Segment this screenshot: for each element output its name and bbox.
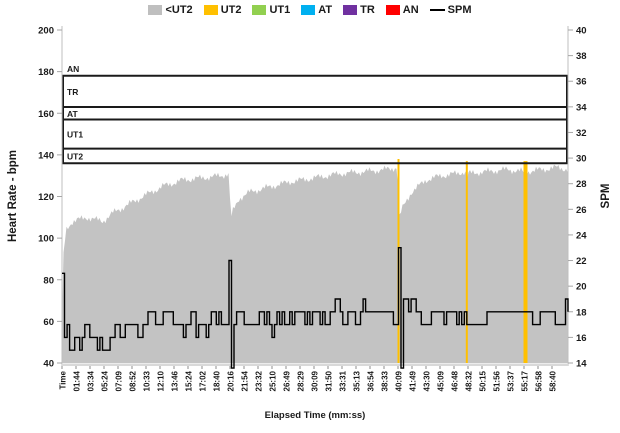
left-tick-label-160: 160: [38, 109, 54, 120]
x-tick-label-3: 05:24: [101, 370, 110, 391]
x-tick-label-17: 28:29: [297, 370, 306, 391]
x-tick-label-31: 51:56: [493, 370, 502, 391]
legend-color-swatch: [343, 5, 358, 15]
right-tick-label-18: 18: [576, 307, 587, 318]
right-tick-label-34: 34: [576, 102, 587, 113]
x-tick-label-29: 48:32: [465, 370, 474, 391]
x-tick-label-33: 55:17: [521, 370, 530, 391]
x-tick-label-6: 10:33: [143, 370, 152, 391]
x-tick-label-12: 20:16: [227, 370, 236, 391]
zone-label-AN: AN: [67, 64, 79, 74]
x-tick-label-25: 41:49: [409, 370, 418, 391]
right-tick-label-38: 38: [576, 51, 587, 62]
x-tick-label-34: 56:58: [535, 370, 544, 391]
right-tick-label-40: 40: [576, 26, 587, 37]
bottom-axis-line: [62, 363, 568, 366]
left-tick-label-100: 100: [38, 234, 54, 245]
legend-label: UT2: [220, 4, 242, 16]
x-tick-label-18: 30:09: [311, 370, 320, 391]
x-tick-label-24: 40:09: [395, 370, 404, 391]
x-tick-label-20: 33:31: [339, 370, 348, 391]
legend-label: AT: [318, 4, 333, 16]
legend-label: TR: [360, 4, 375, 16]
right-tick-label-22: 22: [576, 256, 587, 267]
right-tick-label-32: 32: [576, 128, 587, 139]
zone-label-UT2: UT2: [67, 151, 83, 161]
spm-line: [62, 247, 569, 369]
right-tick-label-20: 20: [576, 282, 587, 293]
legend-color-swatch: [385, 5, 400, 15]
x-tick-label-13: 21:54: [241, 370, 250, 391]
left-tick-label-80: 80: [43, 275, 54, 286]
x-tick-label-1: 01:44: [73, 370, 82, 391]
left-tick-label-200: 200: [38, 26, 54, 37]
x-tick-label-30: 50:15: [479, 370, 488, 391]
x-tick-label-2: 03:34: [87, 370, 96, 391]
x-tick-label-9: 15:24: [185, 370, 194, 391]
x-tick-label-26: 43:30: [423, 370, 432, 391]
right-tick-label-26: 26: [576, 205, 587, 216]
legend-label: UT1: [269, 4, 291, 16]
legend-item-AN: AN: [385, 4, 419, 16]
legend-item-lt-UT2: <UT2: [148, 4, 193, 16]
x-tick-label-8: 13:46: [171, 370, 180, 391]
legend-color-swatch: [301, 5, 316, 15]
x-tick-label-16: 26:49: [283, 370, 292, 391]
x-tick-label-14: 23:32: [255, 370, 264, 391]
legend-color-swatch: [252, 5, 267, 15]
x-tick-label-32: 53:37: [507, 370, 516, 391]
legend-item-AT: AT: [301, 4, 332, 16]
legend-item-UT2: UT2: [203, 4, 242, 16]
zone-label-AT: AT: [67, 109, 79, 119]
right-tick-label-28: 28: [576, 179, 587, 190]
x-tick-label-10: 17:02: [199, 370, 208, 391]
right-tick-label-36: 36: [576, 77, 587, 88]
x-axis-title: Elapsed Time (mm:ss): [264, 410, 366, 421]
x-tick-label-27: 45:09: [437, 370, 446, 391]
right-tick-label-30: 30: [576, 154, 587, 165]
x-tick-label-35: 58:40: [549, 370, 558, 391]
left-tick-label-40: 40: [43, 359, 54, 370]
zone-label-UT1: UT1: [67, 130, 83, 140]
legend-item-SPM: SPM: [429, 4, 472, 16]
x-tick-label-7: 12:10: [157, 370, 166, 391]
ut2-bar-55:20: [523, 161, 528, 363]
x-tick-label-11: 18:40: [213, 370, 222, 391]
x-tick-label-15: 25:10: [269, 370, 278, 391]
right-tick-label-16: 16: [576, 333, 587, 344]
x-tick-label-5: 08:52: [129, 370, 138, 391]
left-tick-label-140: 140: [38, 150, 54, 161]
x-tick-label-21: 35:13: [353, 370, 362, 391]
left-tick-label-60: 60: [43, 317, 54, 328]
legend-label: SPM: [447, 4, 472, 16]
legend-item-UT1: UT1: [252, 4, 290, 16]
x-tick-label-28: 46:48: [451, 370, 460, 391]
legend-label: <UT2: [165, 4, 193, 16]
ut2-bar-46:40: [465, 161, 468, 363]
legend: <UT2 UT2 UT1 AT TR AN SPM: [0, 4, 620, 16]
x-tick-label-19: 31:50: [325, 370, 334, 391]
legend-label: AN: [402, 4, 419, 16]
zone-label-TR: TR: [67, 87, 78, 97]
right-tick-label-14: 14: [576, 359, 587, 370]
legend-color-swatch: [203, 5, 218, 15]
x-tick-label-23: 38:33: [381, 370, 390, 391]
legend-item-TR: TR: [343, 4, 375, 16]
left-tick-label-120: 120: [38, 192, 54, 203]
x-tick-label-4: 07:09: [115, 370, 124, 391]
legend-line-marker: [429, 8, 445, 12]
legend-color-swatch: [148, 5, 163, 15]
x-tick-label-0: Time: [59, 370, 68, 389]
hr-area: [62, 164, 568, 363]
left-tick-label-180: 180: [38, 67, 54, 78]
right-tick-label-24: 24: [576, 230, 587, 241]
x-tick-label-22: 36:54: [367, 370, 376, 391]
